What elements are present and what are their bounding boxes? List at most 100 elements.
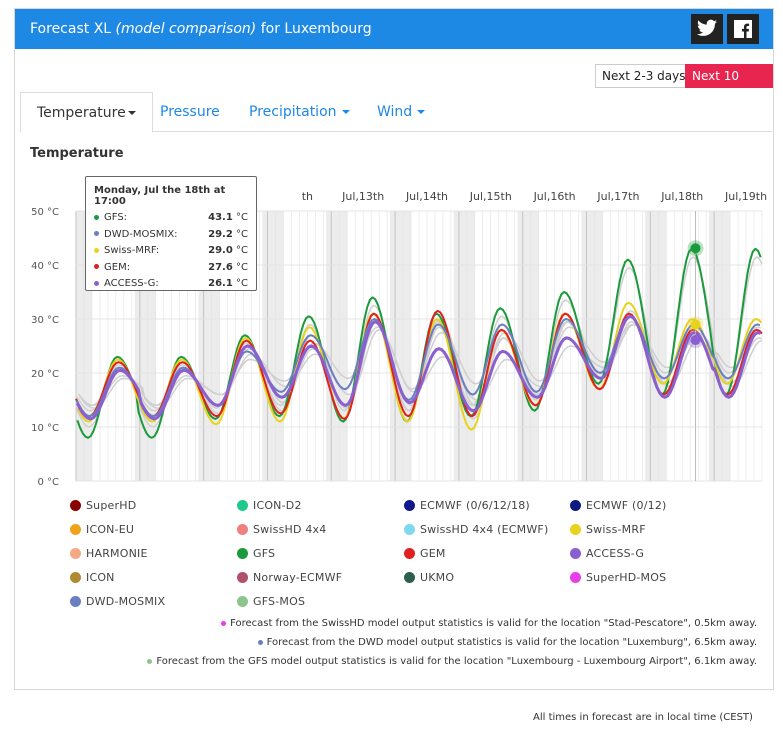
tooltip-unit: °C — [236, 212, 248, 223]
y-tick-label: 20 °C — [31, 369, 59, 380]
legend-dot — [570, 524, 581, 535]
legend-label: ICON-D2 — [253, 499, 302, 512]
legend-dot — [404, 572, 415, 583]
y-tick-label: 0 °C — [37, 477, 59, 488]
tooltip-value: 43.1 — [208, 212, 233, 223]
legend-dot — [404, 548, 415, 559]
legend-label: Swiss-MRF — [586, 523, 646, 536]
tab-temperature-label: Temperature — [37, 105, 126, 121]
tab-precipitation[interactable]: Precipitation — [233, 92, 366, 132]
legend-label: Norway-ECMWF — [253, 571, 343, 584]
legend-dot — [237, 572, 248, 583]
night-band — [517, 211, 539, 481]
tooltip-value: 27.6 — [208, 261, 233, 273]
legend-label: ECMWF (0/12) — [586, 499, 667, 512]
x-day-label: Jul,17th — [596, 190, 639, 203]
tooltip-label: ACCESS-G: — [104, 278, 159, 289]
tooltip-label: Swiss-MRF: — [104, 245, 160, 256]
tooltip-title: Monday, Jul the 18th at 17:00 — [94, 185, 226, 207]
legend-label: ACCESS-G — [586, 547, 645, 560]
twitter-share-button[interactable] — [691, 14, 723, 44]
tooltip-dot — [94, 231, 99, 236]
legend-label: HARMONIE — [86, 547, 148, 560]
note-dot — [221, 620, 227, 626]
legend-dot — [570, 500, 581, 511]
tooltip-row-dwd-mosmix: DWD-MOSMIX: 29.2 °C — [94, 227, 248, 244]
legend-label: UKMO — [420, 571, 455, 584]
title-ital: (model comparison) — [115, 21, 257, 37]
legend-label: SwissHD 4x4 — [253, 523, 327, 536]
x-day-label: Jul,13th — [341, 190, 384, 203]
legend-dot — [404, 500, 415, 511]
model-notes: Forecast from the SwissHD model output s… — [147, 614, 757, 671]
note-dot — [257, 639, 263, 645]
tab-pressure[interactable]: Pressure — [144, 92, 236, 132]
legend-label: GFS — [253, 547, 276, 560]
legend-label: ICON-EU — [86, 523, 135, 536]
x-day-label: th — [302, 190, 313, 203]
chart-tabs: Temperature Pressure Precipitation Wind — [20, 92, 772, 133]
tooltip-unit: °C — [236, 278, 248, 289]
legend-label: DWD-MOSMIX — [86, 595, 166, 608]
night-band — [326, 211, 348, 481]
tooltip-dot — [94, 214, 99, 220]
note-dot — [147, 658, 153, 664]
hover-marker — [690, 243, 701, 254]
caret-down-icon — [341, 110, 350, 114]
tooltip-unit: °C — [236, 228, 248, 240]
legend-dot — [570, 572, 581, 583]
caret-down-icon — [417, 110, 426, 114]
legend-dot — [237, 548, 248, 559]
series-line-access-g — [75, 314, 762, 421]
next-2-3-days-button[interactable]: Next 2-3 days — [595, 64, 693, 88]
legend-label: GFS-MOS — [253, 595, 306, 608]
tab-precipitation-label: Precipitation — [249, 104, 337, 120]
legend-dot — [237, 524, 248, 535]
legend-dot — [70, 524, 81, 535]
tooltip-row-gem: GEM: 27.6 °C — [94, 260, 248, 277]
tooltip-label: GEM: — [104, 261, 131, 273]
hover-marker — [690, 319, 701, 330]
tab-wind[interactable]: Wind — [361, 92, 441, 132]
timezone-footer: All times in forecast are in local time … — [533, 712, 753, 723]
legend-dot — [404, 524, 415, 535]
title-pre: Forecast XL — [30, 21, 116, 37]
legend-dot — [70, 548, 81, 559]
tooltip-dot — [94, 280, 99, 286]
tooltip-unit: °C — [236, 261, 248, 273]
note-swisshd: Forecast from the SwissHD model output s… — [147, 614, 757, 633]
night-band — [581, 211, 603, 481]
legend-label: ICON — [86, 571, 115, 584]
tab-wind-label: Wind — [377, 104, 413, 120]
tab-temperature[interactable]: Temperature — [20, 92, 153, 133]
tooltip-value: 26.1 — [208, 278, 233, 289]
legend-dot — [237, 596, 248, 607]
tooltip-row-swiss-mrf: Swiss-MRF: 29.0 °C — [94, 243, 248, 260]
facebook-share-button[interactable] — [727, 14, 759, 44]
note-dwd: Forecast from the DWD model output stati… — [147, 633, 757, 652]
next-10-days-button[interactable]: Next 10 days — [685, 64, 773, 105]
tooltip-dot — [94, 247, 99, 253]
note-gfs: Forecast from the GFS model output stati… — [147, 652, 757, 671]
note-text: Forecast from the SwissHD model output s… — [230, 618, 757, 629]
x-day-label: Jul,18th — [660, 190, 703, 203]
y-tick-label: 30 °C — [31, 315, 59, 326]
tooltip-value: 29.0 — [208, 245, 233, 256]
chart-title: Temperature — [30, 146, 124, 161]
tooltip-row-gfs: GFS: 43.1 °C — [94, 210, 248, 227]
hover-marker — [690, 335, 701, 346]
y-tick-label: 50 °C — [31, 207, 59, 218]
tab-pressure-label: Pressure — [160, 104, 220, 120]
x-day-label: Jul,15th — [469, 190, 512, 203]
tooltip-row-access-g: ACCESS-G: 26.1 °C — [94, 276, 248, 293]
night-band — [389, 211, 412, 481]
caret-down-icon — [127, 111, 136, 115]
x-day-label: Jul,16th — [533, 190, 576, 203]
x-day-label: Jul,19th — [724, 190, 767, 203]
panel-header: Forecast XL (model comparison) for Luxem… — [15, 9, 773, 49]
x-day-label: Jul,14th — [405, 190, 448, 203]
y-tick-label: 40 °C — [31, 261, 59, 272]
note-text: Forecast from the DWD model output stati… — [266, 637, 757, 648]
twitter-icon — [697, 19, 717, 36]
legend-dot — [70, 572, 81, 583]
